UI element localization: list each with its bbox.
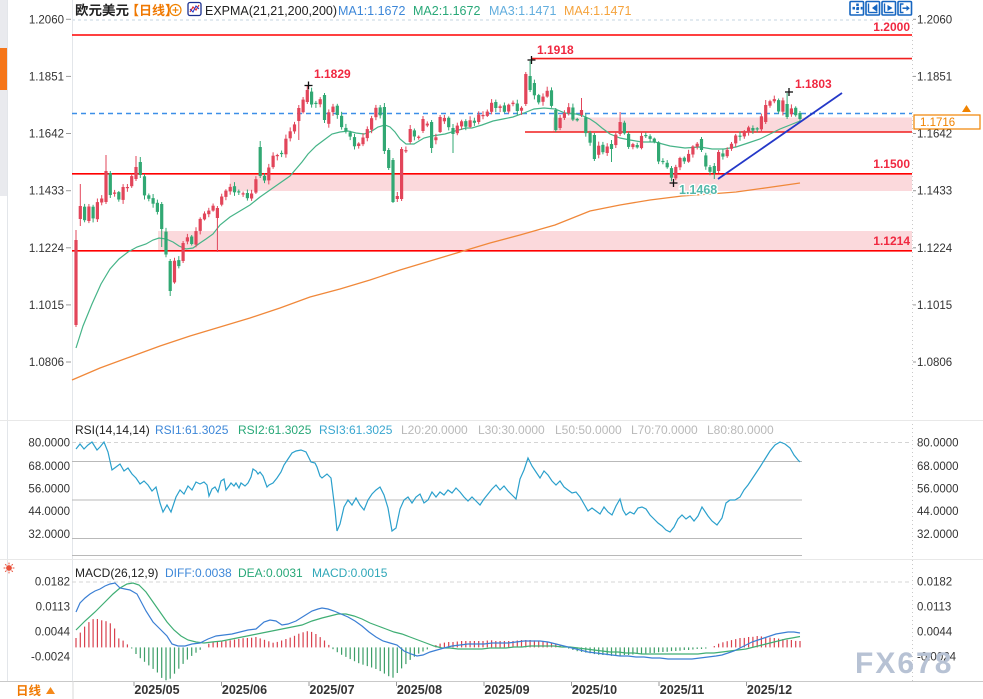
svg-text:0.0113: 0.0113 (36, 602, 70, 614)
svg-text:44.0000: 44.0000 (917, 506, 959, 518)
svg-text:L50:50.0000: L50:50.0000 (555, 423, 622, 437)
svg-text:1.1829: 1.1829 (314, 67, 351, 81)
svg-text:80.0000: 80.0000 (28, 438, 70, 450)
svg-text:MACD(26,12,9): MACD(26,12,9) (75, 566, 158, 580)
svg-text:2025/09: 2025/09 (484, 683, 529, 697)
svg-text:0.0113: 0.0113 (917, 602, 951, 614)
svg-text:44.0000: 44.0000 (28, 506, 70, 518)
svg-text:1.1803: 1.1803 (795, 77, 832, 91)
svg-text:1.1716: 1.1716 (920, 117, 955, 129)
svg-text:EXPMA(21,21,200,200): EXPMA(21,21,200,200) (205, 4, 337, 18)
svg-text:0.0182: 0.0182 (35, 577, 70, 589)
svg-text:2025/05: 2025/05 (134, 683, 179, 697)
svg-text:1.2000: 1.2000 (873, 20, 910, 34)
svg-text:RSI1:61.3025: RSI1:61.3025 (155, 423, 229, 437)
svg-text:2025/12: 2025/12 (747, 683, 792, 697)
svg-text:DIFF:0.0038: DIFF:0.0038 (165, 566, 232, 580)
svg-text:L30:30.0000: L30:30.0000 (478, 423, 545, 437)
svg-text:1.1851: 1.1851 (917, 71, 952, 83)
svg-text:56.0000: 56.0000 (28, 484, 70, 496)
svg-text:DEA:0.0031: DEA:0.0031 (238, 566, 303, 580)
svg-text:1.1851: 1.1851 (29, 71, 64, 83)
svg-text:1.1918: 1.1918 (537, 43, 574, 57)
svg-text:32.0000: 32.0000 (917, 529, 959, 541)
svg-text:MACD:0.0015: MACD:0.0015 (312, 566, 388, 580)
svg-text:1.1015: 1.1015 (29, 300, 64, 312)
svg-text:1.2060: 1.2060 (29, 14, 64, 26)
svg-text:MA3:1.1471: MA3:1.1471 (489, 4, 556, 18)
svg-text:1.1015: 1.1015 (917, 300, 952, 312)
svg-text:1.1224: 1.1224 (29, 243, 65, 255)
svg-text:1.2060: 1.2060 (917, 14, 952, 26)
svg-text:1.1500: 1.1500 (873, 157, 910, 171)
svg-text:1.1642: 1.1642 (917, 129, 952, 141)
svg-text:56.0000: 56.0000 (917, 484, 959, 496)
svg-text:1.1433: 1.1433 (917, 186, 952, 198)
svg-text:0.0044: 0.0044 (35, 626, 71, 638)
svg-text:-0.0024: -0.0024 (917, 651, 957, 663)
svg-text:RSI(14,14,14): RSI(14,14,14) (75, 423, 150, 437)
svg-text:68.0000: 68.0000 (917, 461, 959, 473)
svg-text:80.0000: 80.0000 (917, 438, 959, 450)
svg-text:1.0806: 1.0806 (29, 357, 64, 369)
svg-text:FX678: FX678 (855, 647, 953, 680)
svg-text:MA1:1.1672: MA1:1.1672 (338, 4, 405, 18)
svg-text:L20:20.0000: L20:20.0000 (401, 423, 468, 437)
svg-text:L70:70.0000: L70:70.0000 (631, 423, 698, 437)
svg-text:68.0000: 68.0000 (28, 461, 70, 473)
svg-text:0.0182: 0.0182 (917, 577, 952, 589)
svg-text:MA4:1.1471: MA4:1.1471 (564, 4, 631, 18)
svg-text:32.0000: 32.0000 (28, 529, 70, 541)
svg-text:1.1433: 1.1433 (29, 186, 64, 198)
svg-text:1.1642: 1.1642 (29, 129, 64, 141)
svg-text:2025/08: 2025/08 (397, 683, 442, 697)
svg-text:-0.0024: -0.0024 (31, 651, 71, 663)
svg-text:1.1468: 1.1468 (679, 183, 717, 197)
svg-text:1.1214: 1.1214 (873, 234, 910, 248)
svg-text:L80:80.0000: L80:80.0000 (707, 423, 774, 437)
svg-text:0.0044: 0.0044 (917, 626, 953, 638)
svg-text:RSI3:61.3025: RSI3:61.3025 (319, 423, 393, 437)
svg-text:1.0806: 1.0806 (917, 357, 952, 369)
svg-text:2025/07: 2025/07 (309, 683, 354, 697)
svg-text:2025/06: 2025/06 (222, 683, 267, 697)
svg-text:2025/11: 2025/11 (660, 683, 705, 697)
svg-text:2025/10: 2025/10 (572, 683, 617, 697)
svg-text:MA2:1.1672: MA2:1.1672 (413, 4, 480, 18)
svg-text:1.1224: 1.1224 (917, 243, 953, 255)
svg-text:RSI2:61.3025: RSI2:61.3025 (238, 423, 312, 437)
